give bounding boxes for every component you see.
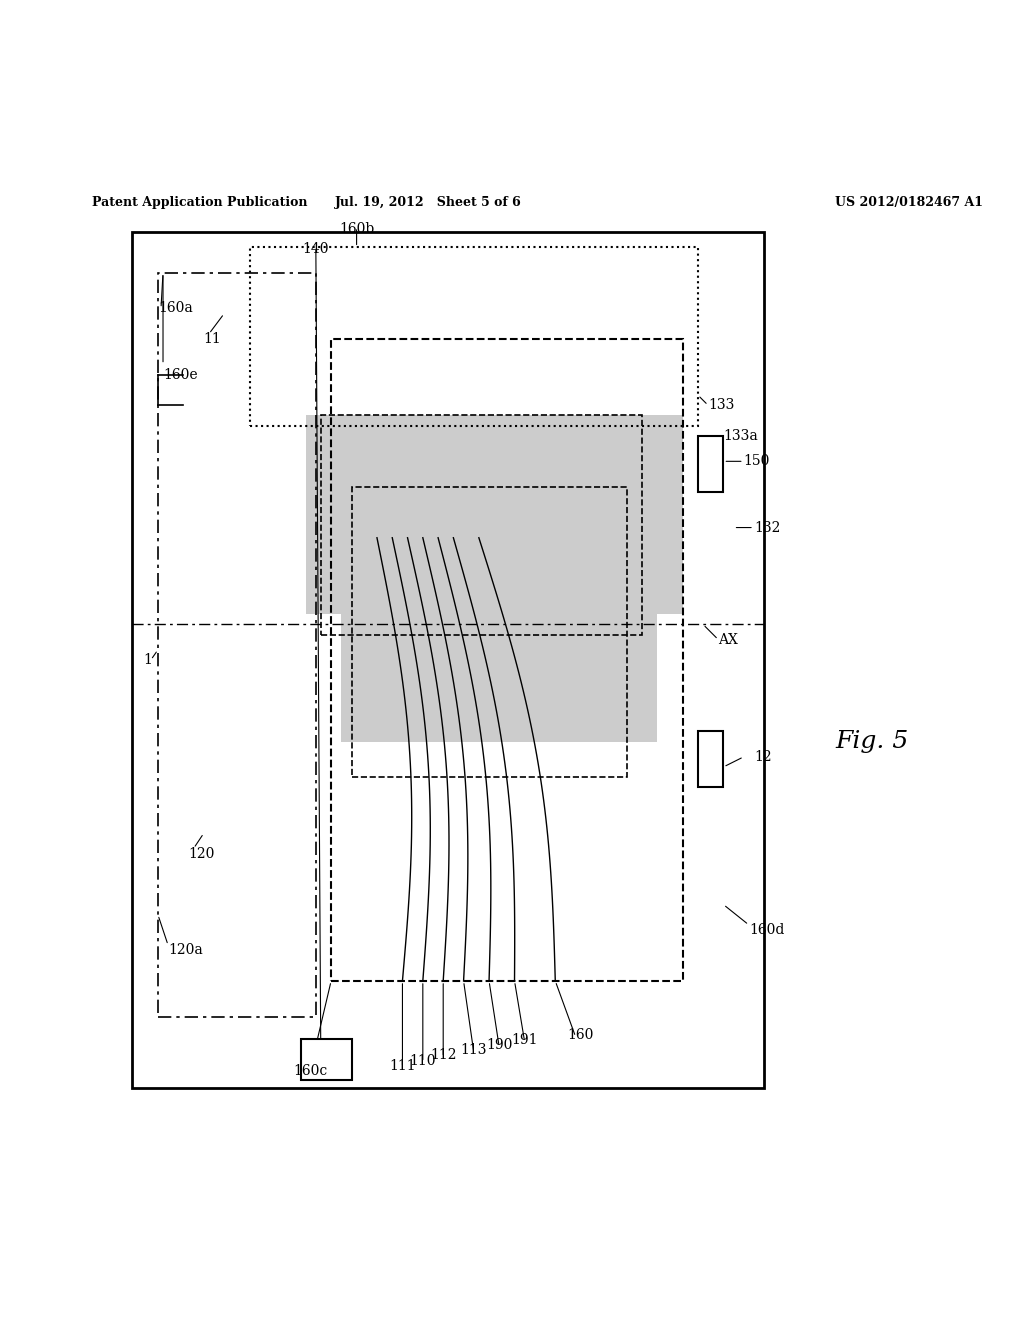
Bar — [698, 436, 723, 492]
Text: 150: 150 — [743, 454, 770, 469]
Text: 133: 133 — [709, 399, 734, 412]
Text: 160c: 160c — [294, 1064, 328, 1077]
Bar — [351, 487, 627, 777]
Text: AX: AX — [718, 632, 738, 647]
Bar — [158, 273, 315, 1016]
Bar — [698, 731, 723, 787]
Text: 111: 111 — [389, 1059, 416, 1073]
Text: Patent Application Publication: Patent Application Publication — [92, 197, 307, 210]
Text: US 2012/0182467 A1: US 2012/0182467 A1 — [836, 197, 983, 210]
Text: 133a: 133a — [723, 429, 758, 442]
Text: 120: 120 — [188, 846, 215, 861]
Text: 160b: 160b — [339, 222, 374, 236]
Text: 112: 112 — [430, 1048, 457, 1063]
Text: 12: 12 — [754, 750, 771, 764]
Text: 132: 132 — [754, 520, 780, 535]
Text: 160a: 160a — [158, 301, 193, 315]
Text: 160d: 160d — [749, 923, 784, 937]
Text: Jul. 19, 2012   Sheet 5 of 6: Jul. 19, 2012 Sheet 5 of 6 — [335, 197, 521, 210]
Text: 190: 190 — [486, 1039, 512, 1052]
Bar — [305, 416, 683, 614]
Text: 11: 11 — [204, 333, 221, 346]
Text: 120a: 120a — [168, 944, 203, 957]
Bar — [321, 416, 642, 635]
Text: 140: 140 — [303, 243, 329, 256]
Text: 113: 113 — [461, 1043, 487, 1057]
Text: Fig. 5: Fig. 5 — [836, 730, 908, 752]
Text: 160e: 160e — [163, 368, 198, 381]
Bar — [301, 1039, 351, 1080]
Bar — [250, 247, 698, 425]
Text: 1: 1 — [143, 653, 153, 667]
Text: 160: 160 — [567, 1028, 594, 1041]
Text: 191: 191 — [511, 1034, 538, 1047]
Bar — [341, 537, 657, 742]
Text: 110: 110 — [410, 1053, 436, 1068]
Bar — [132, 232, 764, 1088]
Bar — [331, 339, 683, 981]
